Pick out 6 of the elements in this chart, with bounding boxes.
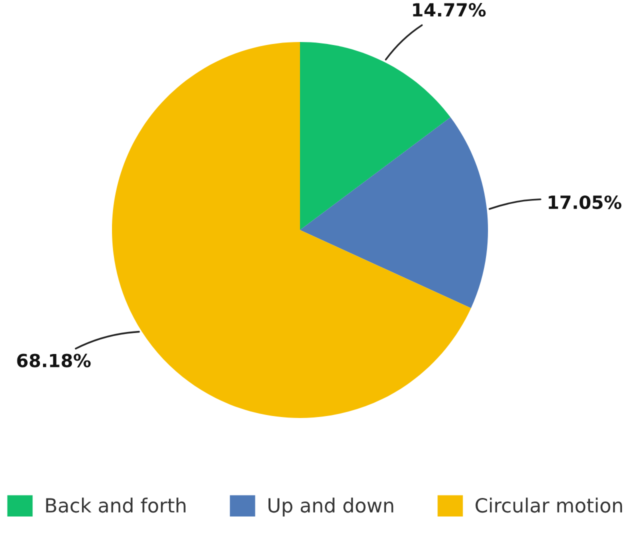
data-label: 68.18% <box>17 354 91 368</box>
data-label: 17.05% <box>548 195 622 210</box>
legend-label: Circular motion <box>476 498 622 513</box>
data-label: 14.77% <box>413 3 486 17</box>
legend-label: Back and forth <box>46 498 186 513</box>
legend-label: Up and down <box>268 498 394 516</box>
